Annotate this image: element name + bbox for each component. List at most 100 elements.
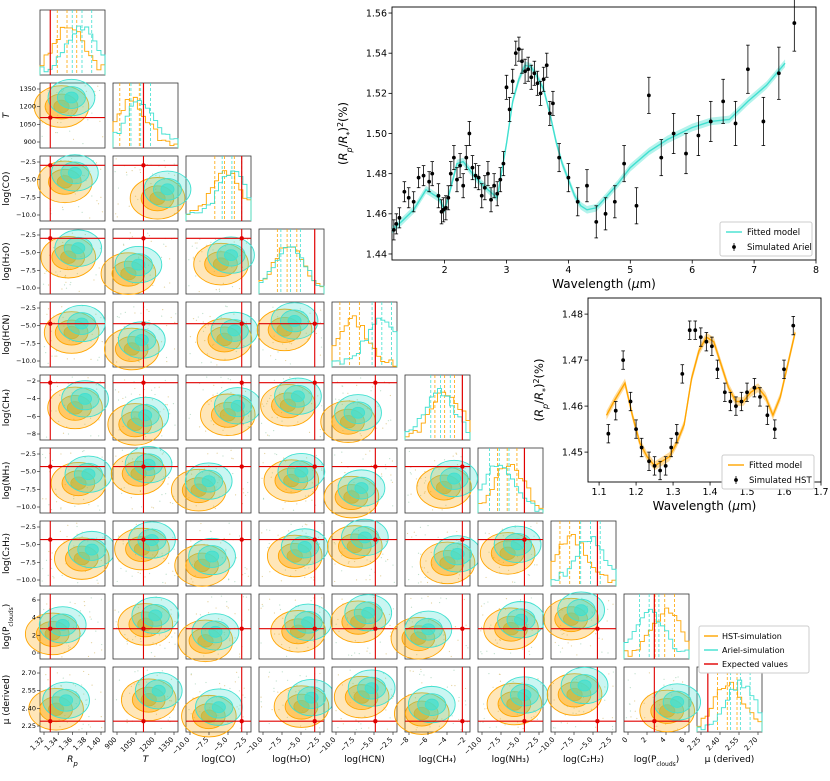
sample-point bbox=[386, 728, 389, 730]
x-tick-label: −5.0 bbox=[504, 736, 522, 754]
sample-point bbox=[264, 452, 266, 455]
sample-point bbox=[128, 205, 130, 207]
sample-point bbox=[416, 654, 418, 656]
sample-point bbox=[552, 727, 555, 729]
sample-point bbox=[277, 351, 279, 353]
sample-point bbox=[575, 678, 578, 680]
expected-value-marker bbox=[652, 718, 657, 724]
sample-point bbox=[495, 726, 497, 728]
sample-point bbox=[281, 671, 283, 673]
x-tick-label: 2 bbox=[640, 736, 649, 745]
sample-point bbox=[126, 640, 128, 643]
sample-point bbox=[70, 281, 72, 284]
sample-point bbox=[163, 286, 166, 288]
sample-point bbox=[221, 619, 223, 621]
model-uncertainty-band bbox=[392, 59, 786, 234]
corner-2d-cell bbox=[477, 520, 544, 587]
sample-point bbox=[222, 429, 224, 431]
sample-point bbox=[319, 436, 321, 438]
sample-point bbox=[152, 507, 155, 509]
sample-point bbox=[66, 267, 68, 269]
sample-point bbox=[498, 705, 500, 707]
sample-point bbox=[82, 143, 84, 145]
data-point bbox=[451, 155, 456, 160]
sample-point bbox=[50, 509, 53, 511]
sample-point bbox=[95, 162, 98, 164]
sample-point bbox=[278, 709, 280, 711]
sample-point bbox=[72, 138, 75, 140]
sample-point bbox=[212, 394, 214, 396]
corner-2d-cell bbox=[39, 520, 116, 587]
sample-point bbox=[276, 416, 278, 419]
sample-point bbox=[61, 656, 63, 658]
sample-point bbox=[522, 727, 524, 730]
sample-point bbox=[210, 400, 212, 402]
cell-frame bbox=[112, 82, 179, 149]
sample-point bbox=[81, 684, 83, 686]
corner-2d-cell bbox=[477, 593, 545, 660]
sample-point bbox=[118, 429, 120, 431]
sample-point bbox=[88, 504, 90, 506]
sample-point bbox=[305, 332, 307, 334]
corner-2d-cell bbox=[320, 374, 398, 443]
x-tick-label: 1.40 bbox=[86, 736, 103, 753]
sample-point bbox=[355, 579, 358, 581]
sample-point bbox=[232, 472, 234, 475]
sample-point bbox=[216, 452, 218, 454]
data-point bbox=[455, 177, 459, 182]
sample-point bbox=[47, 284, 50, 286]
sample-point bbox=[346, 617, 348, 619]
sample-point bbox=[458, 540, 460, 543]
sample-point bbox=[165, 324, 168, 327]
x-tick-label: −4 bbox=[435, 735, 448, 748]
hst-contour bbox=[140, 693, 157, 707]
sample-point bbox=[237, 676, 240, 678]
y-axis-label: log(C₂H₂) bbox=[2, 533, 12, 574]
sample-point bbox=[501, 528, 503, 530]
hst-contour bbox=[123, 342, 140, 356]
sample-point bbox=[484, 532, 487, 534]
sample-point bbox=[101, 341, 103, 343]
sample-point bbox=[140, 312, 142, 314]
sample-point bbox=[195, 341, 197, 343]
sample-point bbox=[313, 579, 315, 581]
ariel-contour bbox=[67, 166, 82, 179]
data-point bbox=[486, 171, 490, 176]
corner-2d-cell bbox=[404, 447, 478, 514]
sample-point bbox=[389, 394, 391, 397]
sample-point bbox=[337, 674, 339, 676]
sample-point bbox=[586, 605, 588, 608]
sample-point bbox=[226, 306, 228, 308]
sample-point bbox=[611, 717, 614, 719]
sample-point bbox=[389, 624, 391, 626]
sample-point bbox=[84, 604, 86, 607]
sample-point bbox=[71, 109, 73, 112]
sample-point bbox=[199, 711, 201, 713]
corner-2d-cell bbox=[107, 374, 179, 446]
sample-point bbox=[304, 567, 306, 569]
sample-point bbox=[369, 620, 371, 623]
sample-point bbox=[560, 624, 562, 627]
sample-point bbox=[234, 613, 236, 615]
sample-point bbox=[169, 413, 171, 415]
sample-point bbox=[278, 633, 280, 635]
sample-point bbox=[205, 244, 208, 246]
sample-point bbox=[131, 170, 133, 172]
sample-point bbox=[199, 260, 201, 262]
sample-point bbox=[234, 581, 236, 583]
corner-2d-cell bbox=[185, 301, 259, 368]
x-tick-label: −5.0 bbox=[358, 736, 376, 754]
sample-point bbox=[267, 546, 269, 549]
sample-point bbox=[499, 639, 501, 641]
sample-point bbox=[96, 579, 98, 581]
hst-contour bbox=[339, 415, 357, 429]
sample-point bbox=[60, 685, 62, 687]
ariel-contour bbox=[574, 604, 589, 617]
cell-frame bbox=[404, 374, 471, 441]
sample-point bbox=[213, 270, 215, 273]
sample-point bbox=[408, 579, 410, 581]
sample-point bbox=[481, 653, 483, 655]
sample-point bbox=[162, 682, 164, 684]
sample-point bbox=[454, 626, 457, 628]
ariel-contour bbox=[208, 625, 223, 638]
